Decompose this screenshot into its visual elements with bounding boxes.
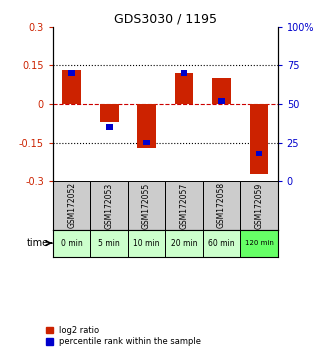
Legend: log2 ratio, percentile rank within the sample: log2 ratio, percentile rank within the s… — [46, 326, 201, 346]
Text: GSM172059: GSM172059 — [255, 182, 264, 229]
Text: time: time — [26, 238, 48, 248]
Bar — [68, 70, 75, 76]
Bar — [203, 181, 240, 230]
Text: GSM172055: GSM172055 — [142, 182, 151, 229]
Bar — [106, 124, 112, 130]
Text: 20 min: 20 min — [171, 239, 197, 247]
Bar — [53, 181, 91, 230]
Text: 60 min: 60 min — [208, 239, 235, 247]
Bar — [91, 230, 128, 257]
Text: 10 min: 10 min — [133, 239, 160, 247]
Text: GSM172057: GSM172057 — [179, 182, 188, 229]
Bar — [165, 181, 203, 230]
Bar — [218, 98, 225, 104]
Text: 5 min: 5 min — [98, 239, 120, 247]
Bar — [165, 230, 203, 257]
Bar — [128, 181, 165, 230]
Bar — [62, 70, 81, 104]
Bar — [91, 181, 128, 230]
Text: 0 min: 0 min — [61, 239, 82, 247]
Bar — [143, 140, 150, 145]
Bar — [100, 104, 118, 122]
Bar — [212, 78, 231, 104]
Text: GSM172058: GSM172058 — [217, 182, 226, 228]
Bar — [137, 104, 156, 148]
Bar — [240, 181, 278, 230]
Bar — [53, 230, 91, 257]
Text: GSM172052: GSM172052 — [67, 182, 76, 228]
Title: GDS3030 / 1195: GDS3030 / 1195 — [114, 12, 217, 25]
Bar — [175, 73, 193, 104]
Bar — [128, 230, 165, 257]
Text: GSM172053: GSM172053 — [105, 182, 114, 229]
Bar — [250, 104, 268, 173]
Bar — [256, 150, 262, 156]
Text: 120 min: 120 min — [245, 240, 273, 246]
Bar — [240, 230, 278, 257]
Bar — [203, 230, 240, 257]
Bar — [181, 70, 187, 76]
